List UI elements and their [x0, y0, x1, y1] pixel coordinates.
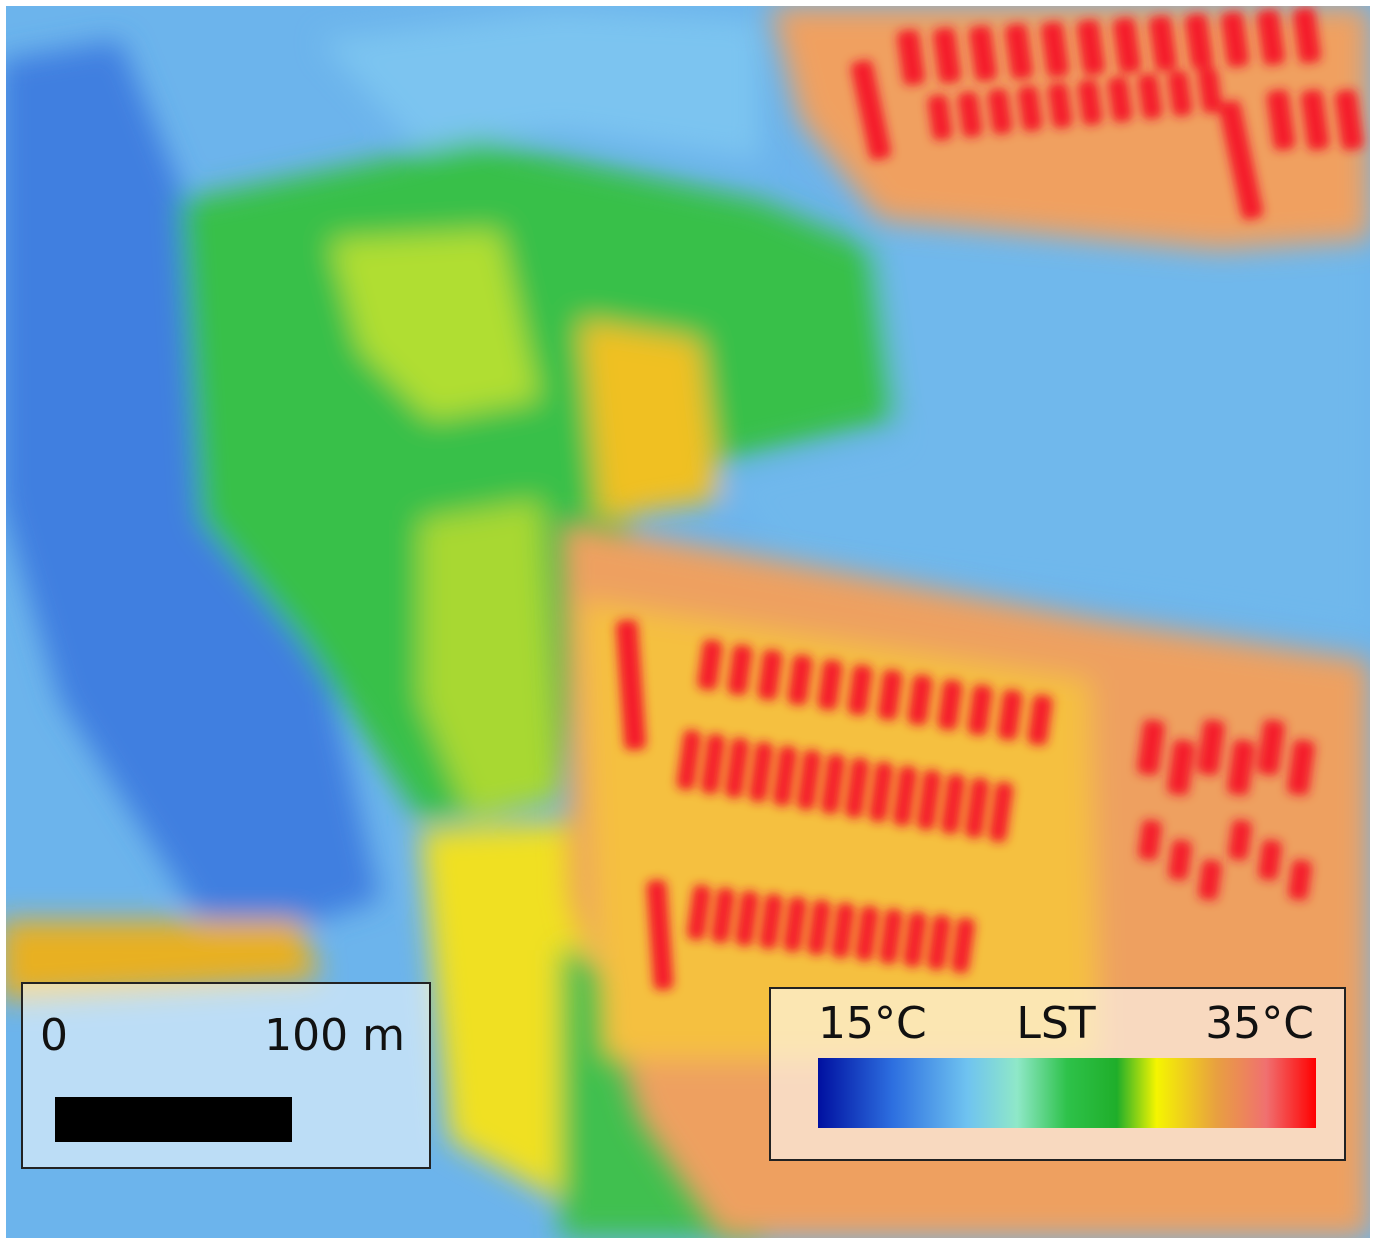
legend-min-label: 15°C [818, 998, 927, 1049]
thermal-map: 0 100 m 15°C LST 35°C [0, 0, 1380, 1241]
scale-end-label: 100 m [264, 1010, 405, 1061]
scale-bar: 0 100 m [22, 983, 430, 1168]
legend-max-label: 35°C [1205, 998, 1314, 1049]
page: 0 100 m 15°C LST 35°C (() => { const dat… [0, 0, 1380, 1241]
legend: 15°C LST 35°C [770, 988, 1345, 1160]
legend-title: LST [1016, 998, 1095, 1049]
color-ramp [818, 1058, 1316, 1128]
scale-bar-rect [55, 1097, 292, 1142]
scale-start-label: 0 [40, 1010, 68, 1061]
